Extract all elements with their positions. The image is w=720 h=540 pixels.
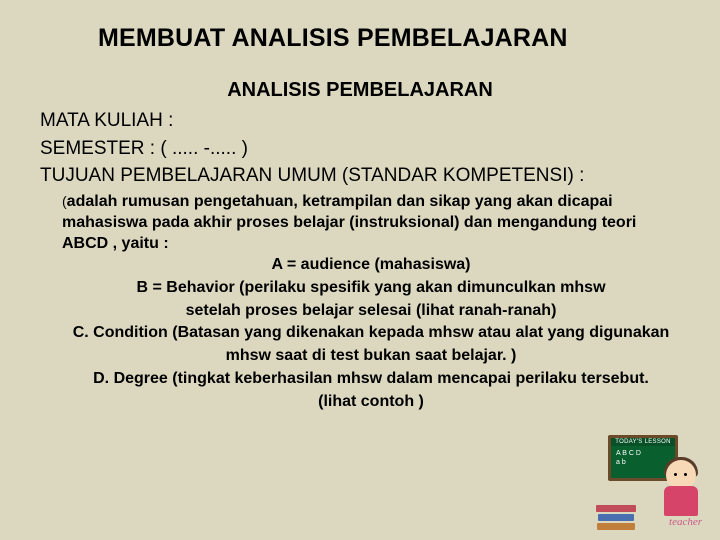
abcd-d: D. Degree (tingkat keberhasilan mhsw dal… xyxy=(62,368,680,391)
meta-tujuan: TUJUAN PEMBELAJARAN UMUM (STANDAR KOMPET… xyxy=(40,163,680,189)
desc-footer: (lihat contoh ) xyxy=(62,391,680,414)
meta-semester: SEMESTER : ( ..... -..... ) xyxy=(40,136,680,162)
page-title: MEMBUAT ANALISIS PEMBELAJARAN xyxy=(98,24,680,53)
book-1 xyxy=(596,505,636,512)
description-block: (adalah rumusan pengetahuan, ketrampilan… xyxy=(62,191,680,413)
teacher-label: teacher xyxy=(669,516,702,528)
board-line1: A B C D xyxy=(616,450,641,457)
abcd-c: C. Condition (Batasan yang dikenakan kep… xyxy=(62,322,680,345)
book-3 xyxy=(597,523,635,530)
board-line2: a b xyxy=(616,459,626,466)
abcd-b-cont: setelah proses belajar selesai (lihat ra… xyxy=(62,300,680,323)
desc-intro-text: adalah rumusan pengetahuan, ketrampilan … xyxy=(62,193,636,252)
eye-left xyxy=(674,473,677,476)
books-icon xyxy=(596,503,638,530)
eye-right xyxy=(684,473,687,476)
abcd-c-cont: mhsw saat di test bukan saat belajar. ) xyxy=(62,345,680,368)
meta-mata-kuliah: MATA KULIAH : xyxy=(40,108,680,134)
desc-intro: (adalah rumusan pengetahuan, ketrampilan… xyxy=(62,191,680,254)
abcd-b: B = Behavior (perilaku spesifik yang aka… xyxy=(62,277,680,300)
teacher-illustration: TODAY'S LESSON A B C D a b teacher xyxy=(596,435,706,530)
book-2 xyxy=(598,514,634,521)
abcd-a: A = audience (mahasiswa) xyxy=(62,254,680,277)
section-subtitle: ANALISIS PEMBELAJARAN xyxy=(40,79,680,102)
board-header: TODAY'S LESSON xyxy=(611,438,675,446)
torso xyxy=(664,486,698,516)
